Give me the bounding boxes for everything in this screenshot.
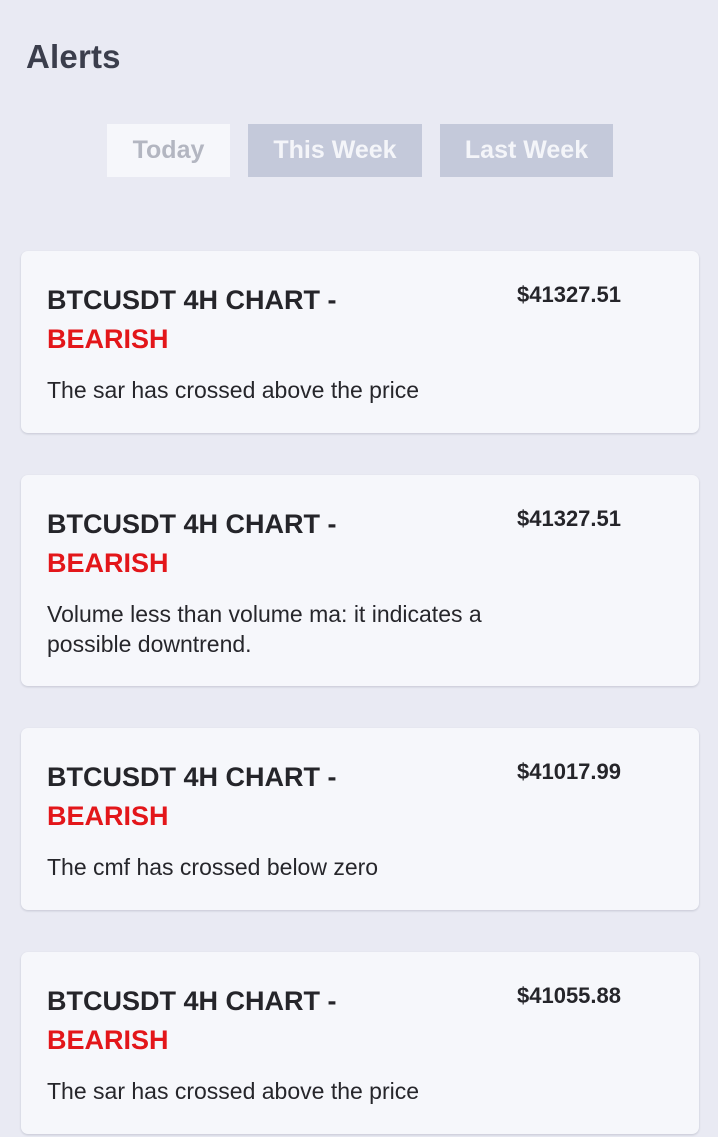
alert-title: BTCUSDT 4H CHART - [47,285,337,315]
alert-message: The sar has crossed above the price [47,377,420,403]
period-tabs: Today This Week Last Week [0,124,718,178]
alert-title: BTCUSDT 4H CHART - [47,986,337,1016]
alert-message: The sar has crossed above the price [47,1078,420,1104]
alert-sentiment: BEARISH [47,801,169,831]
alert-sentiment: BEARISH [47,1025,169,1055]
alert-card[interactable]: BTCUSDT 4H CHART - BEARISH $41055.88 The… [21,952,699,1134]
tab-this-week[interactable]: This Week [248,124,422,177]
alert-card[interactable]: BTCUSDT 4H CHART - BEARISH $41327.51 The… [21,251,699,433]
alert-sentiment: BEARISH [47,324,169,354]
tab-today[interactable]: Today [107,124,230,177]
alert-price: $41055.88 [517,983,621,1008]
page-title: Alerts [26,38,121,75]
alert-message: Volume less than volume ma: it indicates… [47,601,482,657]
alert-sentiment: BEARISH [47,548,169,578]
alert-title: BTCUSDT 4H CHART - [47,762,337,792]
alert-message: The cmf has crossed below zero [47,854,379,880]
alert-card[interactable]: BTCUSDT 4H CHART - BEARISH $41327.51 Vol… [21,475,699,686]
alert-price: $41327.51 [517,506,621,531]
alert-price: $41017.99 [517,759,621,784]
alert-card[interactable]: BTCUSDT 4H CHART - BEARISH $41017.99 The… [21,728,699,910]
alert-title: BTCUSDT 4H CHART - [47,509,337,539]
tab-last-week[interactable]: Last Week [440,124,613,177]
alert-price: $41327.51 [517,282,621,307]
